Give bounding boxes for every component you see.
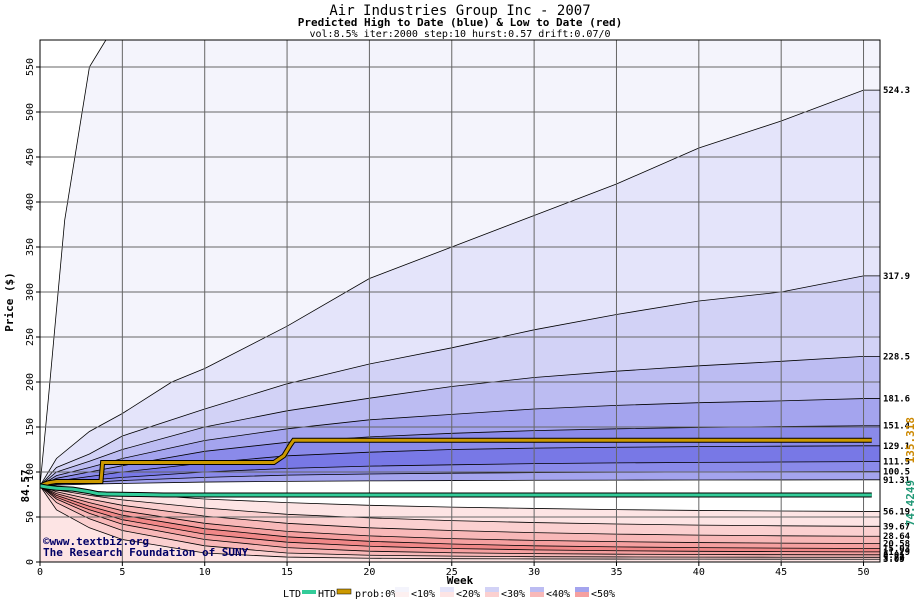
- chart-title: Air Industries Group Inc - 2007: [329, 3, 590, 19]
- legend-swatch-top-0: [395, 587, 409, 592]
- high-prob-40-label: 181.6: [883, 395, 910, 405]
- htd-final-label: 135.318: [904, 417, 917, 463]
- high-prob-80-label: 100.5: [883, 468, 910, 478]
- low-prob-10-line: [40, 485, 880, 560]
- x-tick-label-45: 45: [775, 567, 787, 578]
- y-tick-label-200: 200: [25, 373, 36, 391]
- y-tick-label-400: 400: [25, 193, 36, 211]
- low-prob-70-line: [40, 485, 880, 537]
- x-tick-label-10: 10: [199, 567, 211, 578]
- high-prob-10-label: 524.3: [883, 86, 910, 96]
- y-tick-label-350: 350: [25, 238, 36, 256]
- high-prob-90-line: [40, 479, 880, 487]
- high-prob-60-label: 129.1: [883, 442, 910, 452]
- plot-area: [40, 40, 880, 562]
- x-tick-label-5: 5: [119, 567, 125, 578]
- legend: LTD HTD prob:0% <10% <20% <30% <40% <50%: [283, 587, 615, 600]
- low-prob-60-line: [40, 485, 880, 544]
- x-tick-label-20: 20: [363, 567, 375, 578]
- legend-htd-swatch: [336, 588, 352, 595]
- legend-swatch-top-2: [485, 587, 499, 592]
- low-prob-40-line: [40, 485, 880, 553]
- legend-bucket-label-3: <40%: [546, 589, 570, 600]
- plot-frame: [39, 39, 881, 563]
- x-tick-label-30: 30: [528, 567, 540, 578]
- x-tick-label-40: 40: [693, 567, 705, 578]
- low-prob-80-label: 39.67: [883, 522, 910, 532]
- x-tick-label-35: 35: [610, 567, 622, 578]
- x-tick-label-15: 15: [281, 567, 293, 578]
- legend-swatch-bottom-1: [440, 592, 454, 597]
- low-prob-80-line: [40, 485, 880, 527]
- low-prob-90-label: 56.19: [883, 507, 910, 517]
- low-prob-20-label: 5.22: [883, 553, 905, 563]
- htd-line: [40, 438, 872, 488]
- legend-bucket-label-4: <50%: [591, 589, 615, 600]
- high-prob-90-label: 91.31: [883, 476, 910, 486]
- low-prob-40-fill: [40, 485, 880, 562]
- start-price-label: 84.57: [19, 469, 32, 502]
- high-prob-70-label: 111.5: [883, 458, 910, 468]
- chart-params: vol:8.5% iter:2000 step:10 hurst:0.57 dr…: [309, 29, 610, 40]
- low-prob-10-label: 3.09: [883, 555, 905, 565]
- low-prob-40-label: 11.29: [883, 548, 910, 558]
- y-tick-label-150: 150: [25, 418, 36, 436]
- legend-swatch-top-4: [575, 587, 589, 592]
- high-prob-40-line: [40, 398, 880, 487]
- legend-bucket-label-1: <20%: [456, 589, 480, 600]
- x-axis-label: Week: [447, 574, 474, 587]
- low-prob-60-label: 20.58: [883, 539, 910, 549]
- high-prob-60-line: [40, 445, 880, 487]
- legend-bucket-label-2: <30%: [501, 589, 525, 600]
- axes: 0 5 10 15 20 25 30 35 40 45 5005010015020025030035…: [25, 39, 911, 578]
- chart-subtitle: Predicted High to Date (blue) & Low to D…: [298, 16, 623, 29]
- y-tick-label-300: 300: [25, 283, 36, 301]
- legend-ltd-label: LTD: [283, 589, 301, 600]
- low-prob-20-line: [40, 485, 880, 558]
- x-tick-label-25: 25: [446, 567, 458, 578]
- legend-ltd-swatch: [302, 590, 316, 594]
- y-tick-label-550: 550: [25, 58, 36, 76]
- legend-swatch-top-1: [440, 587, 454, 592]
- high-prob-30-label: 228.5: [883, 352, 910, 362]
- bands-group: [40, 40, 880, 562]
- high-prob-20-line: [40, 275, 880, 487]
- high-prob-20-label: 317.9: [883, 272, 910, 282]
- low-prob-50-line: [40, 485, 880, 549]
- credit-foundation: The Research Foundation of SUNY: [43, 546, 249, 559]
- low-prob-70-label: 28.64: [883, 532, 911, 542]
- legend-swatch-bottom-4: [575, 592, 589, 597]
- high-prob-30-line: [40, 355, 880, 487]
- y-tick-label-0: 0: [25, 559, 36, 565]
- high-prob-0-line: [40, 40, 880, 486]
- legend-bucket-label-0: <10%: [411, 589, 435, 600]
- credit-website: ©www.textbiz.org: [43, 535, 149, 548]
- y-tick-label-100: 100: [25, 463, 36, 481]
- y-axis-label: Price ($): [3, 272, 16, 332]
- legend-prob-label: prob:0%: [355, 589, 397, 600]
- legend-swatch-bottom-0: [395, 592, 409, 597]
- x-tick-label-50: 50: [858, 567, 870, 578]
- y-tick-label-250: 250: [25, 328, 36, 346]
- low-prob-30-line: [40, 485, 880, 556]
- y-tick-label-50: 50: [25, 511, 36, 523]
- ltd-final-label: 74.4249: [904, 480, 917, 526]
- low-prob-30-label: 8.01: [883, 551, 905, 561]
- x-tick-label-0: 0: [37, 567, 43, 578]
- y-tick-label-500: 500: [25, 103, 36, 121]
- low-prob-50-label: 15.03: [883, 544, 910, 554]
- y-tick-label-450: 450: [25, 148, 36, 166]
- legend-swatch-bottom-3: [530, 592, 544, 597]
- legend-swatch-bottom-2: [485, 592, 499, 597]
- low-prob-10-fill: [40, 485, 880, 562]
- legend-htd-label: HTD: [318, 589, 336, 600]
- ltd-line: [40, 484, 872, 497]
- legend-swatch-top-3: [530, 587, 544, 592]
- high-prob-50-label: 151.4: [883, 422, 911, 432]
